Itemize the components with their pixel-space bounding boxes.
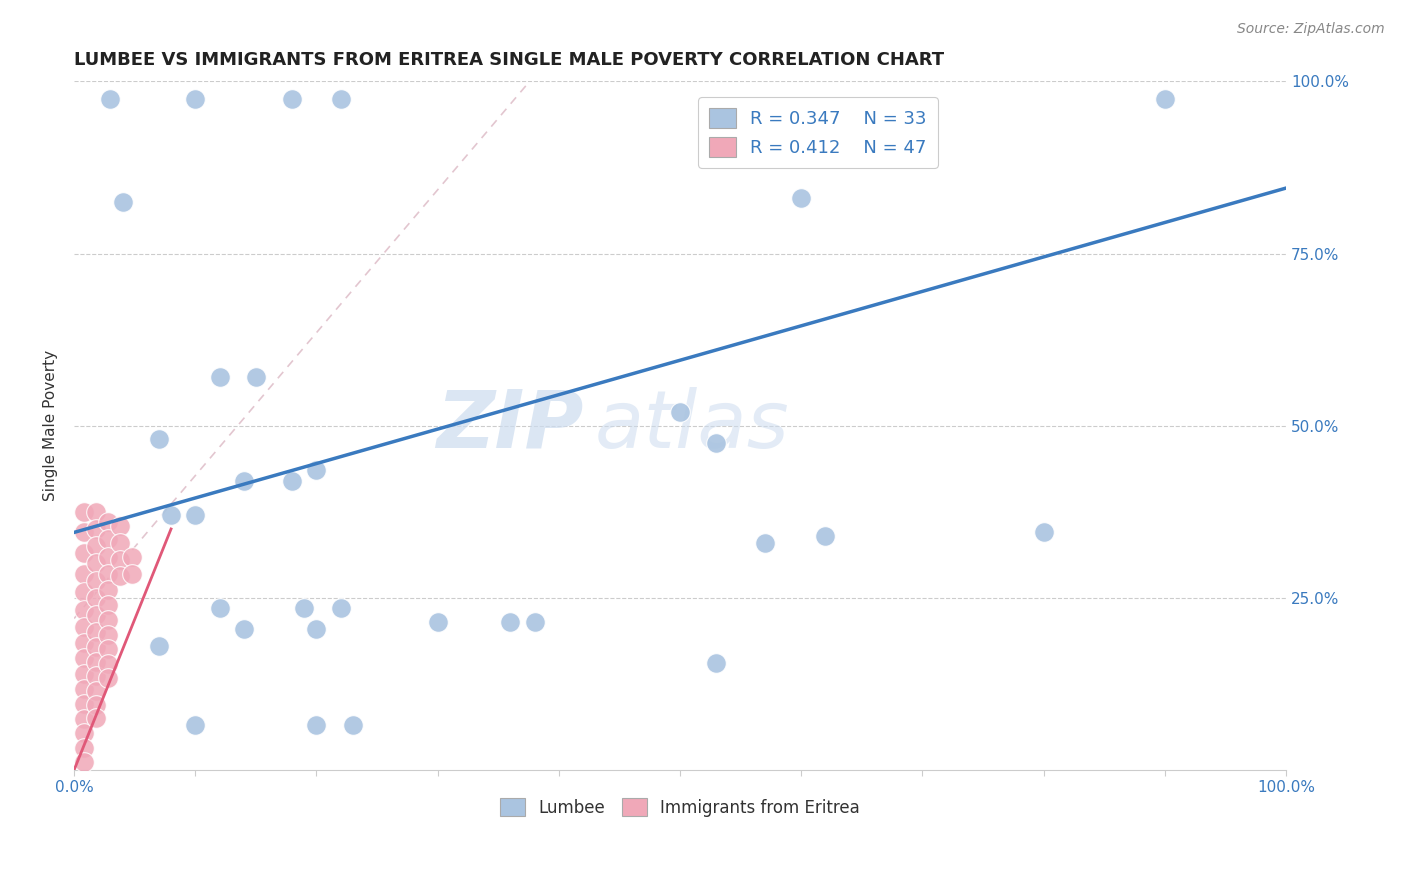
Point (108, 518, 131, 533)
Point (73, 525, 96, 540)
Point (523, 615, 546, 629)
Point (97, 566, 120, 581)
Point (790, 191, 813, 205)
Point (97, 628, 120, 642)
Point (706, 657, 728, 671)
Point (97, 598, 120, 612)
Legend: Lumbee, Immigrants from Eritrea: Lumbee, Immigrants from Eritrea (494, 791, 866, 823)
Point (208, 370, 231, 384)
Point (73, 666, 96, 681)
Point (184, 508, 207, 523)
Point (111, 194, 134, 209)
Point (73, 603, 96, 617)
Point (814, 529, 837, 543)
Point (73, 697, 96, 711)
Point (84, 539, 107, 553)
Point (245, 370, 267, 384)
Point (73, 546, 96, 560)
Point (148, 433, 170, 447)
Point (499, 615, 522, 629)
Point (281, 474, 304, 488)
Point (108, 535, 131, 549)
Point (108, 569, 131, 583)
Point (73, 712, 96, 726)
Point (84, 557, 107, 571)
Point (342, 718, 364, 732)
Point (84, 522, 107, 536)
Point (73, 651, 96, 665)
Point (148, 639, 170, 653)
Point (84, 608, 107, 623)
Point (121, 566, 143, 581)
Point (97, 582, 120, 597)
Point (100, 91, 122, 105)
Point (73, 620, 96, 634)
Point (73, 505, 96, 519)
Point (84, 683, 107, 698)
Point (84, 574, 107, 588)
Point (232, 622, 254, 636)
Point (305, 718, 328, 732)
Point (97, 533, 120, 547)
Point (669, 405, 692, 419)
Point (426, 615, 449, 629)
Point (329, 91, 352, 105)
Point (73, 681, 96, 696)
Point (305, 622, 328, 636)
Point (97, 613, 120, 627)
Point (329, 601, 352, 615)
Point (84, 640, 107, 655)
Point (73, 585, 96, 599)
Point (706, 436, 728, 450)
Point (292, 601, 315, 615)
Point (84, 505, 107, 519)
Point (281, 91, 304, 105)
Point (84, 655, 107, 669)
Point (84, 698, 107, 712)
Point (84, 711, 107, 725)
Point (232, 474, 254, 488)
Point (84, 625, 107, 640)
Point (73, 635, 96, 649)
Point (97, 672, 120, 686)
Point (1153, 91, 1175, 105)
Point (184, 718, 207, 732)
Point (184, 91, 207, 105)
Point (84, 669, 107, 683)
Point (97, 642, 120, 657)
Text: ZIP: ZIP (436, 386, 583, 465)
Point (121, 549, 143, 564)
Y-axis label: Single Male Poverty: Single Male Poverty (44, 350, 58, 501)
Point (1032, 525, 1054, 540)
Text: LUMBEE VS IMMIGRANTS FROM ERITREA SINGLE MALE POVERTY CORRELATION CHART: LUMBEE VS IMMIGRANTS FROM ERITREA SINGLE… (75, 51, 945, 69)
Point (160, 508, 183, 523)
Point (97, 657, 120, 671)
Point (84, 591, 107, 605)
Point (208, 601, 231, 615)
Point (108, 553, 131, 567)
Text: atlas: atlas (595, 386, 790, 465)
Point (754, 535, 776, 549)
Point (73, 755, 96, 769)
Point (73, 566, 96, 581)
Text: Source: ZipAtlas.com: Source: ZipAtlas.com (1237, 22, 1385, 37)
Point (305, 463, 328, 477)
Point (97, 515, 120, 529)
Point (73, 741, 96, 756)
Point (97, 549, 120, 564)
Point (73, 726, 96, 740)
